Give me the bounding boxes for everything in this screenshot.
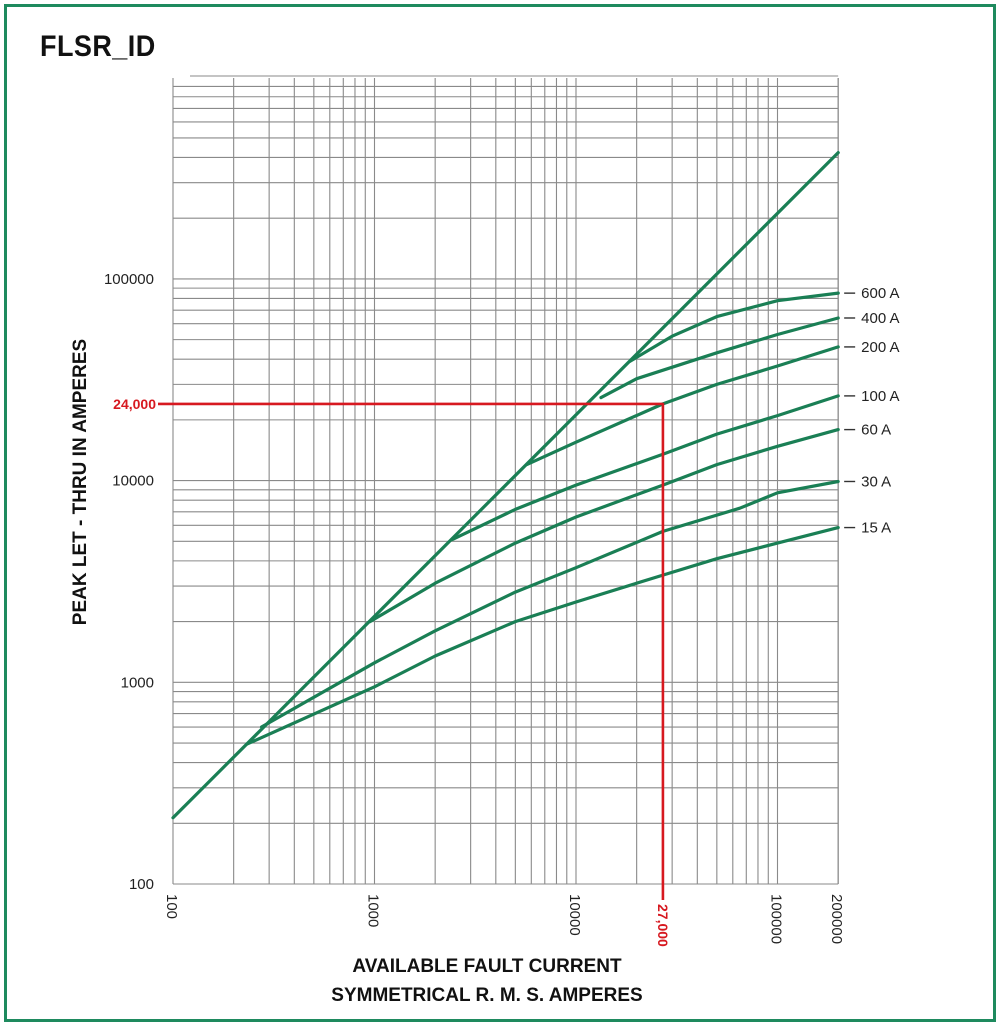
y-axis-title: PEAK LET - THRU IN AMPERES	[70, 339, 91, 625]
annotation-y-label: 24,000	[113, 396, 156, 412]
curve-600-a	[628, 291, 840, 363]
axis-labels: 100 1000 10000 100000 100 1000 10000 100000 2000…	[104, 271, 845, 944]
series-label-600a: 600 A	[861, 285, 899, 302]
fuse-curves	[171, 151, 840, 820]
x-tick-label: 200000	[828, 894, 845, 944]
x-axis-title-line2: SYMMETRICAL R. M. S. AMPERES	[331, 985, 642, 1006]
curve-200-a	[525, 345, 840, 467]
annotation-x-label: 27,000	[655, 904, 671, 947]
grid-lines	[172, 75, 839, 885]
chart-title: FLSR_ID	[40, 30, 156, 63]
y-tick-label: 1000	[121, 674, 154, 691]
reference-lines: 24,000 27,000	[113, 396, 671, 947]
curve-60-a	[368, 428, 840, 624]
curve-30-a	[259, 479, 840, 729]
chart-frame	[4, 4, 996, 1022]
series-label-200a: 200 A	[861, 339, 899, 356]
x-axis-title-line1: AVAILABLE FAULT CURRENT	[352, 956, 622, 977]
series-labels: 600 A 400 A 200 A 100 A 60 A 30 A 15 A	[844, 285, 900, 537]
series-label-30a: 30 A	[861, 473, 891, 490]
x-tick-label: 100	[163, 894, 180, 919]
y-tick-label: 10000	[112, 473, 154, 490]
series-label-100a: 100 A	[861, 388, 899, 405]
series-label-15a: 15 A	[861, 520, 891, 537]
x-tick-label: 10000	[566, 894, 583, 936]
x-tick-label: 100000	[768, 894, 785, 944]
curve-100-a	[450, 394, 840, 542]
y-tick-label: 100000	[104, 271, 154, 288]
curve-15-a	[245, 526, 840, 746]
curve-400-a	[599, 316, 840, 400]
series-label-60a: 60 A	[861, 422, 891, 439]
x-tick-label: 1000	[365, 894, 382, 927]
y-tick-label: 100	[129, 876, 154, 893]
curve-max-peak-2-3-x-i-sym-	[171, 151, 840, 820]
series-label-400a: 400 A	[861, 310, 899, 327]
